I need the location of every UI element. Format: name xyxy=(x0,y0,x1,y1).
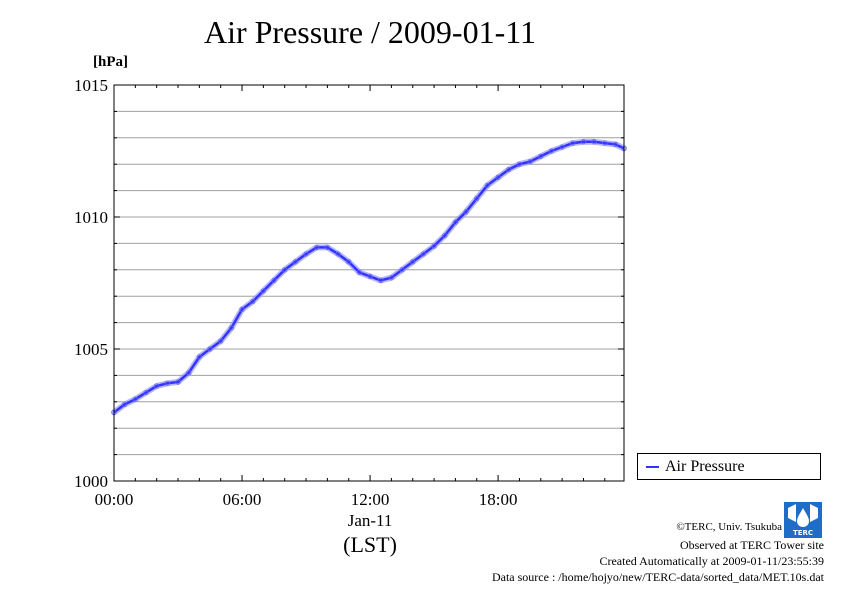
data-point xyxy=(292,259,298,265)
y-tick-label: 1000 xyxy=(74,472,108,491)
data-point xyxy=(186,370,192,376)
data-point xyxy=(410,259,416,265)
data-point xyxy=(356,269,362,276)
data-point xyxy=(570,140,576,146)
data-point xyxy=(612,141,619,147)
data-source-text: Data source : /home/hojyo/new/TERC-data/… xyxy=(491,570,824,584)
data-point xyxy=(250,298,256,305)
data-point xyxy=(260,288,266,294)
data-point xyxy=(602,140,608,146)
data-point xyxy=(591,139,597,145)
data-point xyxy=(175,379,181,385)
data-point xyxy=(559,144,565,150)
data-point xyxy=(367,273,373,279)
plot-frame xyxy=(113,84,625,482)
data-point xyxy=(228,325,234,331)
data-point xyxy=(335,251,341,257)
data-point xyxy=(324,244,330,250)
data-point xyxy=(388,275,395,281)
copyright-text: ©TERC, Univ. Tsukuba xyxy=(676,521,782,533)
y-tick-label: 1015 xyxy=(74,76,108,95)
y-tick-label: 1010 xyxy=(74,208,108,227)
data-point xyxy=(580,139,587,145)
logo-text: TERC xyxy=(793,529,813,537)
x-tick-label: 00:00 xyxy=(95,490,134,509)
axis-ticks xyxy=(113,84,624,482)
grid-lines xyxy=(114,110,624,456)
chart-title: Air Pressure / 2009-01-11 xyxy=(203,14,537,50)
y-axis-unit: [hPa] xyxy=(93,54,128,70)
terc-logo: TERC xyxy=(784,502,822,538)
data-point xyxy=(346,259,352,265)
y-tick-label: 1005 xyxy=(74,340,108,359)
data-point xyxy=(122,401,128,408)
data-point xyxy=(207,346,213,352)
data-point xyxy=(218,338,224,344)
created-text: Created Automatically at 2009-01-11/23:5… xyxy=(599,554,824,568)
data-point xyxy=(452,219,459,225)
series-group xyxy=(111,138,627,416)
data-point xyxy=(495,174,501,180)
legend-label: Air Pressure xyxy=(665,457,745,475)
legend: Air Pressure xyxy=(637,453,821,480)
data-point xyxy=(132,396,138,402)
series-line xyxy=(113,140,625,414)
data-point xyxy=(516,161,523,167)
data-point xyxy=(474,195,480,202)
data-point xyxy=(463,209,469,215)
data-point xyxy=(271,277,277,283)
axis-labels: 1000 1005 1010 1015 00:00 06:00 12:00 18:00 Jan-… xyxy=(74,76,517,557)
x-tick-label: 18:00 xyxy=(479,490,518,509)
data-point xyxy=(399,267,405,273)
observed-text: Observed at TERC Tower site xyxy=(679,538,824,552)
data-point xyxy=(314,244,320,250)
data-point xyxy=(527,158,533,165)
data-point xyxy=(303,251,309,257)
data-point xyxy=(442,232,448,239)
data-point xyxy=(506,166,512,173)
data-point xyxy=(164,380,170,386)
data-point xyxy=(196,354,202,360)
data-point xyxy=(154,383,160,389)
x-tick-label: 12:00 xyxy=(351,490,390,509)
data-point xyxy=(538,153,544,159)
data-point xyxy=(143,389,149,396)
x-axis-label: (LST) xyxy=(343,532,397,557)
data-point xyxy=(282,267,288,273)
data-point xyxy=(484,182,491,188)
x-date-label: Jan-11 xyxy=(348,511,393,530)
data-point xyxy=(420,251,427,257)
data-point xyxy=(548,148,555,154)
data-point xyxy=(431,243,437,249)
data-point xyxy=(239,306,245,312)
x-tick-label: 06:00 xyxy=(223,490,262,509)
data-point xyxy=(378,277,384,283)
legend-line-swatch xyxy=(646,465,659,468)
